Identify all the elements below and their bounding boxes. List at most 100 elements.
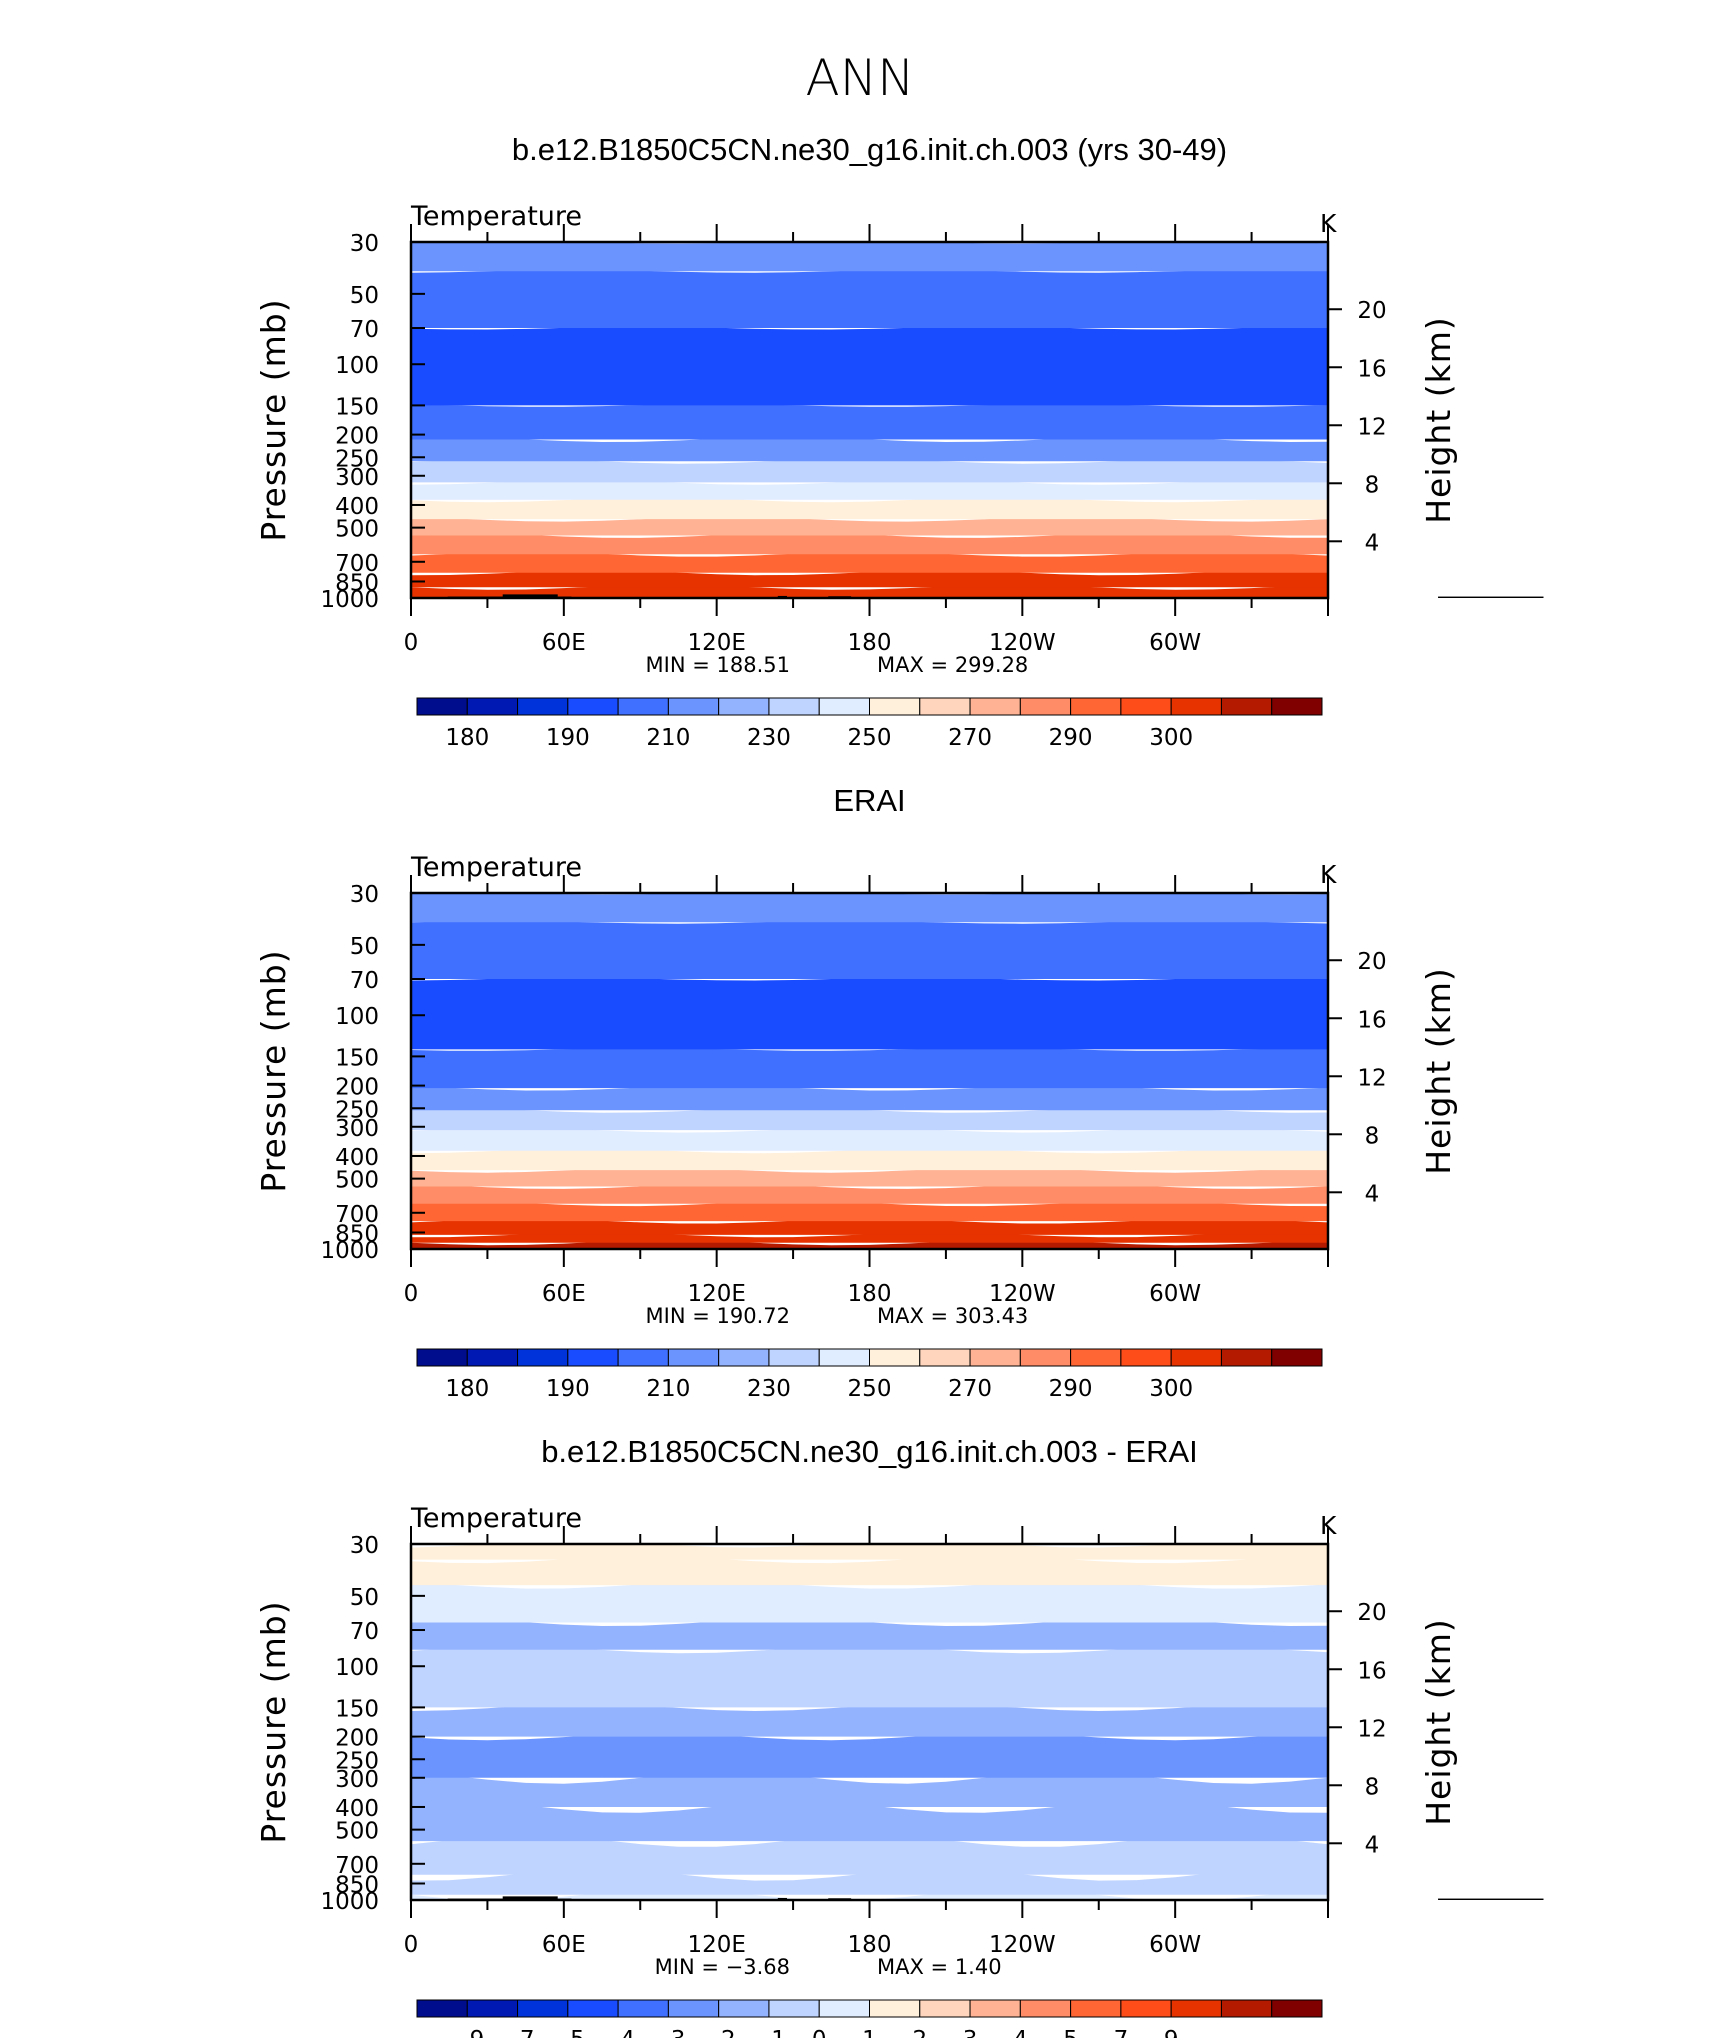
colorbar-label: 7: [1114, 2027, 1129, 2038]
panel-2: ERAI Temperature K 0 60E 120E 180 120W 60W 30 50 70…: [254, 783, 1458, 1402]
y-axis-label: Pressure (mb): [254, 298, 293, 541]
colorbar-swatch: [567, 1999, 619, 2018]
figure-title: ANN: [805, 49, 914, 107]
plot-area: [411, 242, 1544, 598]
colorbar-label: 180: [445, 1376, 489, 1402]
y-tick-label: 70: [350, 317, 379, 343]
y-tick-label: 850: [335, 1873, 379, 1899]
colorbar-swatch: [466, 1999, 519, 2018]
colorbar-label: 3: [963, 2027, 978, 2038]
colorbar-swatch: [617, 1348, 669, 1367]
colorbar-label: −4: [601, 2027, 635, 2038]
min-label: MIN = 188.51: [646, 653, 790, 677]
contour-band: [411, 516, 1328, 536]
panels: b.e12.B1850C5CN.ne30_g16.init.ch.003 (yr…: [254, 132, 1544, 2038]
contour-band: [411, 584, 1328, 598]
contour-band: [411, 1704, 1328, 1737]
max-label: MAX = 303.43: [877, 1304, 1028, 1328]
contour-band: [411, 1167, 1328, 1187]
contour-band: [411, 1556, 1328, 1586]
colorbar-swatch: [1170, 1999, 1222, 2018]
units-label: K: [1320, 209, 1337, 238]
colorbar-swatch: [718, 1999, 770, 2018]
contour-band: [411, 403, 1328, 440]
height-tick-label: 16: [1357, 1658, 1386, 1684]
x-tick-label: 120E: [687, 1932, 745, 1958]
contour-band: [411, 1232, 1328, 1243]
y-axis-label: Pressure (mb): [254, 949, 293, 1192]
contour-band: [411, 1218, 1328, 1235]
x-tick-label: 120E: [687, 1281, 745, 1307]
x-tick-label: 180: [848, 630, 892, 656]
units-label: K: [1320, 860, 1337, 889]
x-tick-label: 60W: [1149, 1932, 1201, 1958]
contour-band: [411, 242, 1328, 272]
colorbar-swatch: [667, 1999, 720, 2018]
colorbar-swatch: [1220, 1348, 1273, 1367]
colorbar-swatch: [768, 1348, 820, 1367]
colorbar-swatch: [1019, 1348, 1072, 1367]
y-tick-label: 150: [335, 394, 379, 420]
contour-band: [411, 458, 1328, 483]
colorbar-label: 250: [848, 725, 892, 751]
colorbar-label: −7: [501, 2027, 535, 2038]
colorbar-label: 300: [1149, 1376, 1193, 1402]
contour-band: [411, 1201, 1328, 1222]
colorbar-swatch: [466, 1348, 519, 1367]
contour-band: [411, 1127, 1328, 1151]
panel-3: b.e12.B1850C5CN.ne30_g16.init.ch.003 - E…: [254, 1434, 1544, 2038]
colorbar-swatch: [1170, 697, 1222, 716]
height-tick-label: 4: [1365, 1832, 1380, 1858]
colorbar-label: 230: [747, 1376, 791, 1402]
colorbar-swatch: [1271, 697, 1323, 716]
contour-band: [411, 1868, 1328, 1895]
y-tick-label: 300: [335, 1767, 379, 1793]
panel-title: b.e12.B1850C5CN.ne30_g16.init.ch.003 - E…: [541, 1434, 1198, 1469]
colorbar-swatch: [416, 1348, 468, 1367]
y-tick-label: 200: [335, 1726, 379, 1752]
y-tick-label: 250: [335, 1748, 379, 1774]
contour-band: [411, 437, 1328, 462]
height-tick-label: 16: [1357, 1007, 1386, 1033]
contour-band: [411, 1618, 1328, 1650]
x-tick-label: 120W: [989, 630, 1056, 656]
contour-band: [411, 497, 1328, 520]
x-tick-label: 180: [848, 1932, 892, 1958]
colorbar-swatch: [1019, 1999, 1072, 2018]
y-tick-label: 500: [335, 1819, 379, 1845]
contour-band: [411, 1085, 1328, 1111]
colorbar-swatch: [1070, 1999, 1122, 2018]
colorbar-swatch: [869, 1348, 921, 1367]
colorbar-swatch: [1120, 697, 1172, 716]
colorbar-label: 4: [1013, 2027, 1028, 2038]
colorbar-label: 0: [812, 2027, 827, 2038]
x-tick-label: 60W: [1149, 630, 1201, 656]
colorbar-swatch: [1271, 1348, 1323, 1367]
colorbar-label: 270: [948, 1376, 992, 1402]
height-tick-label: 4: [1365, 1181, 1380, 1207]
y-tick-label: 30: [350, 1533, 379, 1559]
y2-axis-label: Height (km): [1419, 967, 1458, 1175]
y-tick-label: 700: [335, 1853, 379, 1879]
contour-band: [411, 533, 1328, 555]
colorbar-swatch: [617, 697, 669, 716]
colorbar-swatch: [768, 697, 820, 716]
contour-band: [411, 1107, 1328, 1131]
colorbar-swatch: [1220, 697, 1273, 716]
colorbar-swatch: [1170, 1348, 1222, 1367]
y-tick-label: 400: [335, 1145, 379, 1171]
height-tick-label: 12: [1357, 1716, 1386, 1742]
colorbar-label: 290: [1049, 725, 1093, 751]
y-axis-label: Pressure (mb): [254, 1600, 293, 1843]
height-tick-label: 8: [1365, 1774, 1380, 1800]
colorbar-swatch: [718, 1348, 770, 1367]
colorbar-swatch: [969, 1348, 1021, 1367]
height-tick-label: 20: [1357, 298, 1386, 324]
y-tick-label: 1000: [320, 1238, 379, 1264]
y2-axis-label: Height (km): [1419, 1618, 1458, 1826]
colorbar-swatch: [517, 1999, 569, 2018]
y-tick-label: 300: [335, 1116, 379, 1142]
colorbar-swatch: [1120, 1999, 1172, 2018]
y-tick-label: 1000: [320, 1889, 379, 1915]
colorbar-swatch: [919, 1348, 971, 1367]
